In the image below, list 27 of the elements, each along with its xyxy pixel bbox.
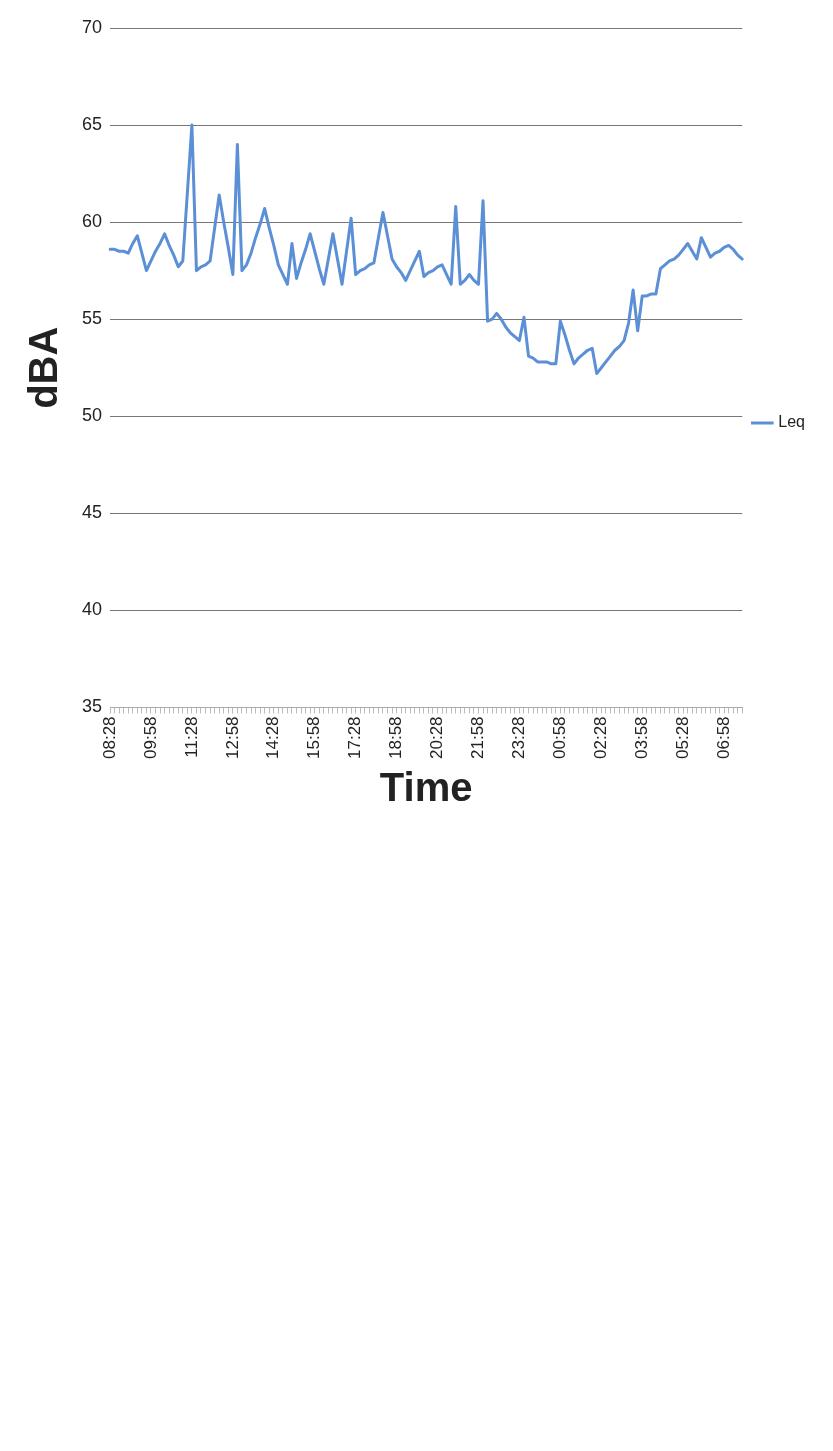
y-tick-label: 40 — [81, 599, 103, 620]
x-tick-label: 17:28 — [345, 716, 365, 760]
x-tick-label: 08:28 — [99, 716, 119, 760]
x-tick-label: 00:58 — [550, 716, 570, 760]
y-tick-label: 50 — [81, 405, 103, 426]
y-axis-title: dBA — [21, 326, 66, 409]
x-tick-label: 14:28 — [263, 716, 283, 760]
x-tick-label: 05:28 — [672, 716, 692, 760]
x-tick-label: 03:58 — [631, 716, 651, 760]
x-tick-label: 09:58 — [140, 716, 160, 760]
x-axis-title: Time — [379, 765, 473, 810]
y-tick-label: 35 — [81, 696, 103, 717]
y-tick-label: 45 — [81, 502, 103, 523]
x-tick-label: 12:58 — [222, 716, 242, 760]
x-tick-label: 21:58 — [468, 716, 488, 760]
x-tick-label: 02:28 — [590, 716, 610, 760]
y-tick-label: 70 — [81, 16, 103, 37]
x-tick-label: 11:28 — [181, 716, 201, 758]
x-tick-label: 20:28 — [427, 716, 447, 760]
x-tick-label: 15:58 — [304, 716, 324, 760]
legend-label: Leq — [778, 413, 806, 431]
y-tick-label: 55 — [81, 308, 103, 329]
x-tick-label: 23:28 — [509, 716, 529, 760]
y-tick-label: 60 — [81, 211, 103, 232]
x-tick-label: 06:58 — [713, 716, 733, 760]
y-tick-label: 65 — [81, 114, 103, 135]
x-tick-label: 18:58 — [386, 716, 406, 760]
